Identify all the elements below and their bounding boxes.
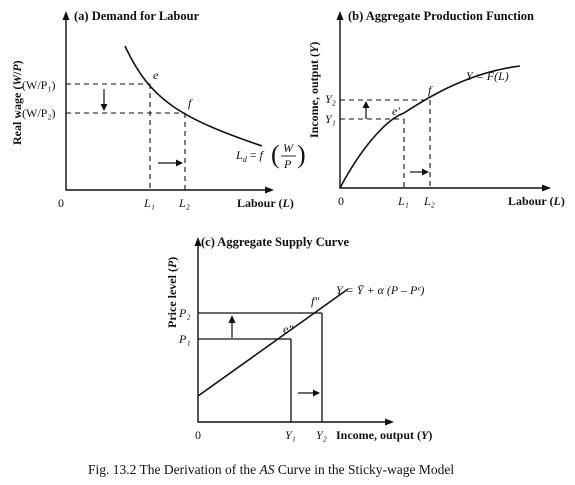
figure-caption: Fig. 13.2 The Derivation of the AS Curve…	[88, 462, 454, 477]
panel-a-wage1-label: (W/P₁)	[22, 78, 56, 92]
panel-b-title: (b) Aggregate Production Function	[348, 9, 534, 23]
svg-text:Ld = f: Ld = f	[235, 148, 264, 164]
panel-a-tick-l1: L₁	[143, 196, 155, 210]
panel-b-aggregate-production-function: (b) Aggregate Production Function Income…	[307, 9, 565, 208]
caption-prefix: Fig. 13.2 The Derivation of the	[88, 462, 259, 477]
panel-c-as-line	[197, 288, 349, 397]
caption-emphasis: AS	[258, 462, 274, 477]
panel-a-origin: 0	[58, 196, 64, 210]
panel-b-tick-y1: Y₁	[325, 112, 336, 126]
panel-b-y-arrowhead	[336, 11, 344, 20]
panel-c-right-arrowhead	[313, 389, 320, 397]
panel-a-x-arrowhead	[265, 186, 274, 194]
panel-c-aggregate-supply-curve: (c) Aggregate Supply Curve Price level (…	[165, 235, 432, 442]
panel-b-tick-y2: Y₂	[325, 92, 336, 106]
panel-a-demand-curve	[124, 45, 263, 147]
panel-c-point-f: f″	[311, 294, 320, 308]
caption-suffix: Curve in the Sticky-wage Model	[274, 462, 454, 477]
panel-a-point-f: f	[188, 96, 193, 110]
panel-b-production-curve	[339, 65, 521, 189]
panel-b-point-e: e′	[392, 104, 400, 118]
panel-b-x-arrowhead	[542, 184, 551, 192]
svg-text:W: W	[283, 141, 294, 155]
panel-c-x-axis-label: Income, output (Y)	[336, 428, 432, 442]
panel-c-y-axis-label: Price level (P)	[165, 257, 179, 328]
panel-c-origin: 0	[195, 428, 201, 442]
panel-b-tick-l1: L₁	[397, 194, 409, 208]
svg-text:P: P	[283, 157, 292, 171]
panel-c-y-arrowhead	[194, 237, 202, 246]
panel-b-up-arrowhead	[362, 101, 370, 108]
panel-a-y-arrowhead	[62, 11, 70, 20]
panel-c-tick-y1: Y₁	[285, 428, 296, 442]
panel-a-right-arrowhead	[176, 159, 183, 167]
panel-a-y-axis-label: Real wage (W/P)	[10, 60, 24, 145]
panel-a-wage2-label: (W/P₂)	[22, 106, 56, 120]
panel-a-title: (a) Demand for Labour	[74, 9, 200, 23]
panel-a-tick-l2: L₂	[178, 196, 190, 210]
panel-b-y-axis-label: Income, output (Y)	[307, 42, 321, 138]
panel-c-tick-p2: P₂	[178, 306, 191, 320]
panel-b-curve-label: Y = F(L)	[466, 69, 509, 83]
panel-a-point-e: e	[153, 68, 159, 82]
panel-b-tick-l2: L₂	[423, 194, 435, 208]
svg-text:): )	[297, 140, 306, 169]
panel-a-demand-for-labour: (a) Demand for Labour Real wage (W/P) (W…	[10, 9, 306, 210]
panel-b-point-f: f	[428, 83, 433, 97]
panel-c-point-e: e″	[283, 322, 294, 336]
panel-a-x-axis-label: Labour (L)	[237, 196, 294, 210]
panel-c-axes	[197, 242, 388, 423]
panel-a-curve-label: Ld = f ( W P )	[235, 140, 306, 171]
panel-c-up-arrowhead	[228, 315, 236, 323]
svg-text:(: (	[271, 140, 280, 169]
panel-c-curve-label: Y = Ȳ + α (P – Pᵉ)	[336, 283, 424, 297]
panel-a-down-arrowhead	[100, 104, 108, 111]
panel-a-axes	[65, 16, 268, 191]
panel-c-tick-p1: P₁	[178, 332, 191, 346]
panel-b-x-axis-label: Labour (L)	[508, 194, 565, 208]
panel-c-x-arrowhead	[385, 418, 394, 426]
panel-c-title: (c) Aggregate Supply Curve	[201, 235, 349, 249]
panel-b-axes	[339, 16, 545, 189]
panel-b-right-arrowhead	[422, 168, 429, 176]
panel-b-origin: 0	[338, 194, 344, 208]
panel-c-tick-y2: Y₂	[316, 428, 327, 442]
